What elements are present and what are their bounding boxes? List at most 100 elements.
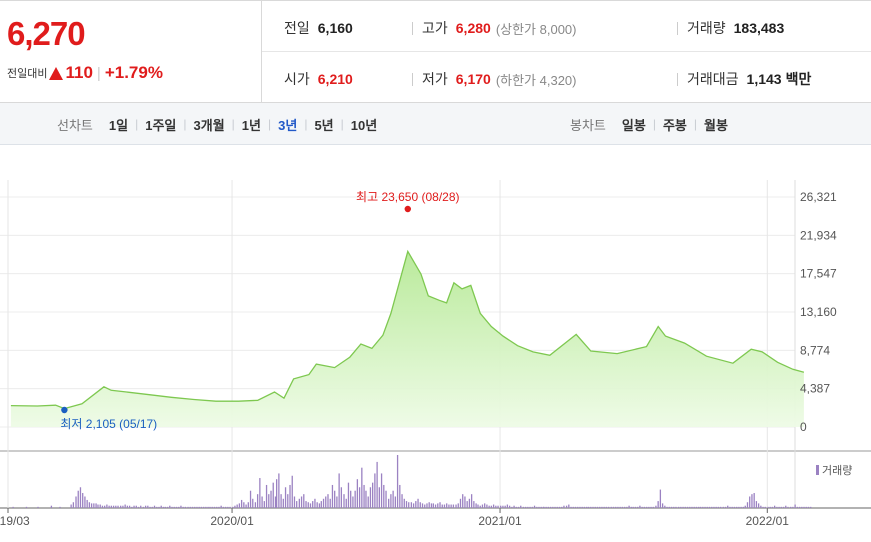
period-1d[interactable]: 1일	[108, 117, 129, 133]
prev-close-label: 전일	[284, 20, 310, 36]
volume-bar	[592, 506, 594, 508]
volume-bar	[338, 473, 340, 508]
volume-bar	[432, 503, 434, 508]
volume-bar	[115, 505, 117, 508]
high-label: 최고 23,650 (08/28)	[356, 190, 459, 204]
volume-bar	[511, 506, 513, 508]
volume-bar	[322, 498, 325, 508]
volume-bar	[229, 506, 231, 508]
y-tick-label: 17,547	[800, 267, 837, 281]
volume-bar	[343, 494, 345, 508]
period-5y[interactable]: 5년	[314, 117, 334, 133]
volume-bar	[140, 505, 142, 508]
volume-bar	[724, 506, 727, 508]
volume-bar	[303, 494, 305, 508]
volume-legend-swatch	[816, 465, 819, 475]
volume-bar	[312, 501, 314, 508]
volume-bar	[126, 505, 129, 508]
volume-bar	[757, 503, 760, 508]
volume-bar	[561, 506, 563, 508]
volume-bar	[572, 506, 574, 508]
volume-bar	[670, 506, 673, 508]
volume-bar	[639, 505, 641, 508]
volume-bar	[171, 506, 173, 508]
volume-bar	[365, 490, 367, 508]
volume-bar	[388, 498, 390, 508]
volume-bar	[691, 506, 693, 508]
period-3m[interactable]: 3개월	[193, 117, 225, 133]
volume-bar	[495, 505, 497, 508]
volume-bar	[552, 506, 554, 508]
volume-bar	[390, 494, 392, 508]
price-chart: 26,321 21,934 17,547 13,160 8,774 4,387 0 2019/…	[0, 180, 871, 528]
period-1w[interactable]: 1주일	[145, 117, 177, 133]
volume-bar	[708, 506, 711, 508]
volume-bar	[531, 506, 533, 508]
volume-bar	[240, 499, 243, 508]
volume-bar	[108, 505, 110, 508]
prev-close-value: 6,160	[317, 20, 353, 36]
volume-bar	[232, 506, 234, 508]
stat-volume: 거래량 183,483	[677, 18, 784, 38]
volume-bar	[545, 506, 547, 508]
volume-bar	[677, 506, 680, 508]
volume-bar	[657, 501, 659, 508]
volume-bar	[144, 505, 147, 508]
volume-bar	[605, 506, 608, 508]
volume-bar	[601, 506, 603, 508]
volume-bar	[655, 505, 657, 508]
volume-bar	[731, 506, 733, 508]
volume-bar	[220, 505, 222, 508]
volume-bar	[347, 482, 350, 508]
high-value: 6,280	[455, 20, 491, 36]
volume-bar	[529, 506, 531, 508]
volume-bar	[336, 496, 338, 508]
volume-bar	[218, 506, 220, 508]
volume-bar	[142, 506, 145, 508]
volume-bar	[151, 506, 153, 508]
volume-bar	[744, 505, 746, 508]
volume-bar	[513, 505, 515, 508]
period-1y[interactable]: 1년	[241, 117, 261, 133]
volume-bar	[293, 496, 296, 508]
volume-bar	[86, 499, 88, 508]
volume-bar	[383, 484, 385, 508]
volume-bar	[446, 503, 448, 508]
volume-bar	[419, 502, 421, 508]
period-10y[interactable]: 10년	[350, 117, 378, 133]
period-separator: |	[231, 117, 235, 131]
volume-bar	[236, 504, 238, 508]
candle-daily[interactable]: 일봉	[621, 117, 646, 133]
volume-bar	[753, 493, 755, 508]
volume-bar	[135, 505, 137, 508]
volume-bar	[742, 506, 744, 508]
volume-bar	[205, 506, 207, 508]
stat-high: 고가 6,280 (상한가 8,000)	[412, 18, 577, 38]
volume-bar	[673, 506, 675, 508]
volume-bar	[587, 506, 590, 508]
volume-bar	[468, 498, 471, 508]
volume-bar	[634, 506, 637, 508]
candle-monthly[interactable]: 월봉	[703, 117, 728, 133]
volume-bar	[234, 505, 236, 508]
period-separator: |	[183, 117, 187, 131]
volume-bar	[287, 494, 289, 508]
volume-bar	[399, 484, 401, 508]
volume-bar	[488, 505, 490, 508]
volume-bar	[713, 506, 715, 508]
volume-bar	[403, 498, 405, 508]
candle-weekly[interactable]: 주봉	[662, 117, 687, 133]
volume-bar	[265, 484, 268, 508]
volume-bar	[437, 503, 439, 508]
volume-bar	[543, 506, 545, 508]
volume-bar	[729, 506, 731, 508]
volume-bar	[200, 506, 203, 508]
volume-bar	[93, 503, 95, 508]
volume-bar	[805, 506, 807, 508]
volume-bar	[428, 502, 430, 508]
volume-bar	[194, 506, 196, 508]
period-3y[interactable]: 3년	[278, 117, 298, 133]
high-label: 고가	[422, 20, 448, 36]
volume-bar	[278, 473, 280, 508]
volume-bar	[227, 506, 229, 508]
